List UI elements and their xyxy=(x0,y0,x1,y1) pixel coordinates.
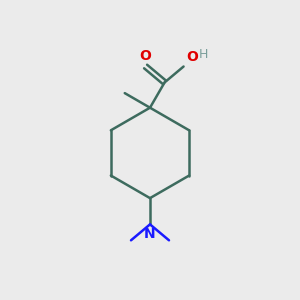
Text: O: O xyxy=(140,49,152,63)
Text: O: O xyxy=(186,50,198,64)
Text: H: H xyxy=(199,48,208,61)
Text: N: N xyxy=(144,227,156,241)
